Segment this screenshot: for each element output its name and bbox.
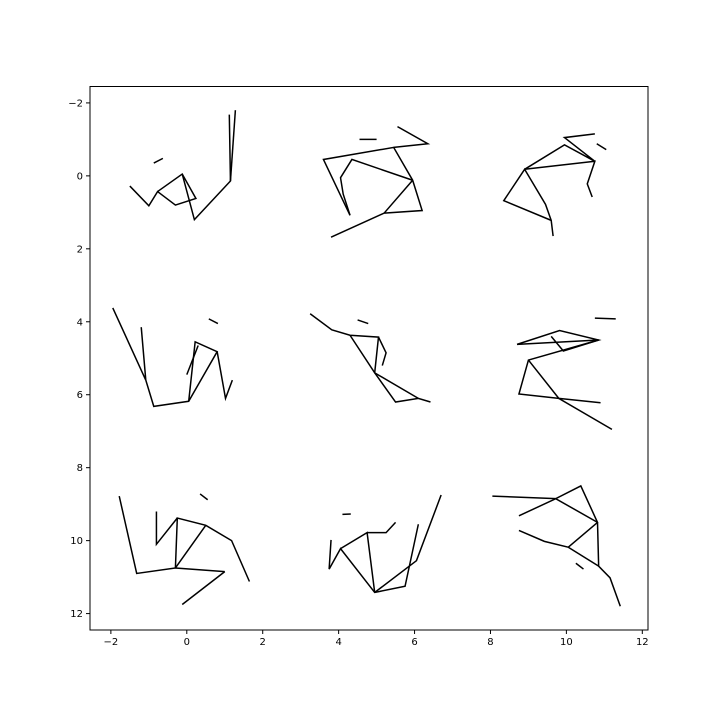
sketch-7-stroke-5 bbox=[181, 571, 226, 606]
sketch-7-stroke-2 bbox=[174, 524, 207, 569]
sketch-3-stroke-4 bbox=[596, 143, 607, 151]
sketch-7-stroke-3 bbox=[175, 567, 225, 573]
sketch-5 bbox=[309, 313, 431, 403]
x-tick-label: 6 bbox=[411, 637, 417, 648]
y-tick-label: 2 bbox=[77, 244, 83, 255]
sketch-9-stroke-4 bbox=[567, 546, 600, 567]
sketch-1-stroke-3 bbox=[229, 110, 237, 182]
sketch-2-stroke-4 bbox=[393, 125, 431, 149]
sketch-7-stroke-4 bbox=[155, 511, 178, 547]
sketch-5-stroke-4 bbox=[357, 319, 369, 325]
sketch-9-stroke-5 bbox=[575, 562, 584, 570]
x-tick-label: 2 bbox=[260, 637, 266, 648]
x-tick-label: 4 bbox=[335, 637, 341, 648]
sketch-9-stroke-2 bbox=[518, 497, 598, 524]
sketch-4-stroke-3 bbox=[216, 351, 234, 402]
sketch-2 bbox=[322, 125, 431, 238]
sketch-2-stroke-2 bbox=[339, 158, 413, 216]
sketch-6-stroke-3 bbox=[516, 335, 599, 352]
sketch-7-stroke-6 bbox=[199, 493, 209, 501]
sketch-2-stroke-3 bbox=[383, 179, 414, 214]
sketch-8 bbox=[328, 494, 442, 594]
sketch-4-stroke-2 bbox=[145, 340, 219, 408]
sketch-9 bbox=[492, 484, 621, 607]
sketch-3-stroke-1 bbox=[502, 167, 554, 237]
x-axis: −2 0 2 4 6 8 10 12 bbox=[104, 630, 649, 648]
sketch-5-stroke-1 bbox=[309, 313, 431, 403]
y-tick-label: 8 bbox=[77, 463, 83, 474]
sketch-8-stroke-1 bbox=[328, 524, 420, 594]
sketch-4-stroke-4 bbox=[186, 345, 199, 375]
y-tick-label: 12 bbox=[70, 609, 83, 620]
y-tick-label: 6 bbox=[77, 390, 83, 401]
y-tick-label: 0 bbox=[77, 171, 83, 182]
sketch-1-stroke-2 bbox=[181, 114, 232, 222]
y-tick-label: 10 bbox=[70, 536, 83, 547]
sketch-4 bbox=[112, 307, 234, 408]
y-axis: −2 0 2 4 6 8 10 12 bbox=[68, 98, 90, 620]
x-tick-label: −2 bbox=[104, 637, 119, 648]
sketch-1-stroke-4 bbox=[153, 157, 164, 164]
sketch-4-stroke-5 bbox=[208, 318, 219, 325]
sketch-9-stroke-3 bbox=[596, 522, 621, 607]
sketch-8-stroke-4 bbox=[367, 521, 397, 534]
sketch-6-stroke-2 bbox=[527, 359, 613, 431]
sketch-5-stroke-3 bbox=[377, 336, 387, 366]
sketch-1 bbox=[129, 110, 237, 222]
plot-area bbox=[112, 110, 621, 607]
sketch-8-stroke-3 bbox=[374, 494, 442, 594]
sketch-3 bbox=[502, 133, 607, 237]
x-tick-label: 0 bbox=[184, 637, 190, 648]
sketch-6-stroke-4 bbox=[594, 317, 616, 320]
y-tick-label: 4 bbox=[77, 317, 83, 328]
sketch-6 bbox=[516, 317, 616, 431]
sketch-3-stroke-3 bbox=[524, 160, 596, 198]
sketch-7 bbox=[118, 493, 251, 606]
sketch-5-stroke-2 bbox=[349, 334, 419, 400]
axes-frame bbox=[89, 86, 649, 631]
x-tick-label: 10 bbox=[560, 637, 573, 648]
x-tick-label: 12 bbox=[636, 637, 649, 648]
y-tick-label: −2 bbox=[68, 98, 83, 109]
x-tick-label: 8 bbox=[487, 637, 493, 648]
